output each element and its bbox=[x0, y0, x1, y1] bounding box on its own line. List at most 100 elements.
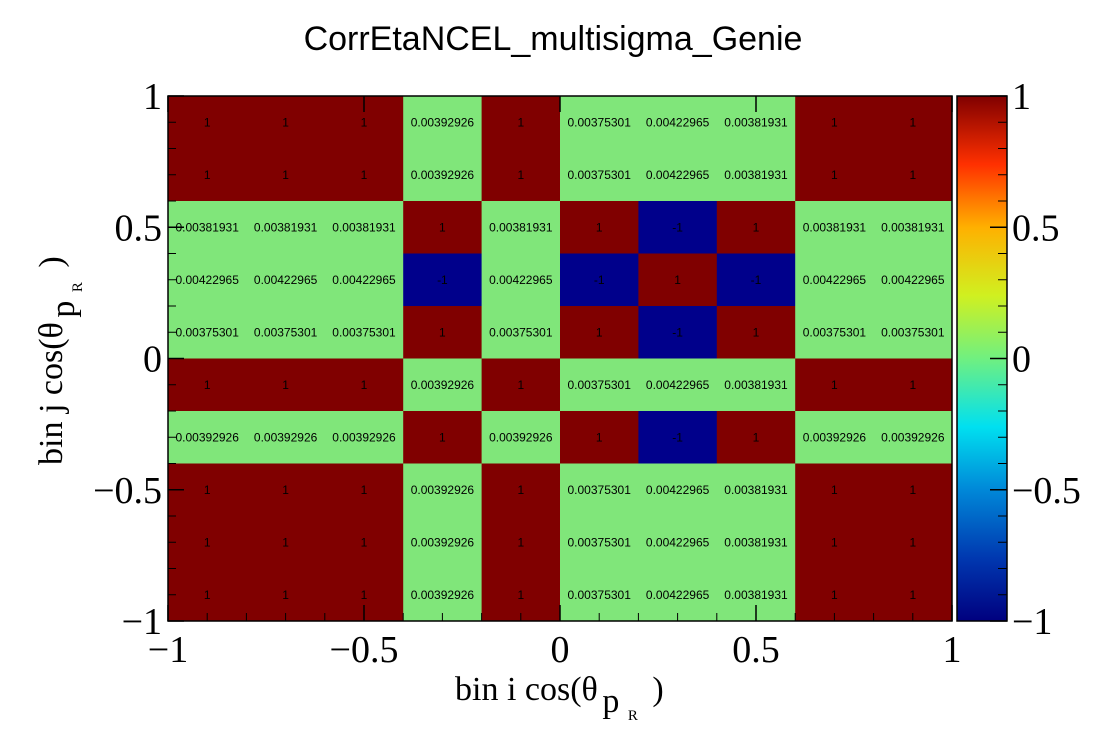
cell-value-label: 0.00375301 bbox=[175, 325, 239, 339]
heatmap-cell bbox=[324, 148, 404, 202]
cell-value-label: 0.00381931 bbox=[724, 588, 788, 602]
cell-value-label: 1 bbox=[204, 115, 211, 129]
cell-value-label: 1 bbox=[831, 115, 838, 129]
heatmap-cell bbox=[324, 201, 404, 254]
heatmap-cell bbox=[168, 253, 247, 307]
cell-value-label: 0.00375301 bbox=[489, 325, 553, 339]
cell-value-label: -1 bbox=[751, 273, 762, 287]
cell-value-label: 0.00381931 bbox=[724, 115, 788, 129]
z-tick-label: 1 bbox=[1012, 76, 1031, 118]
y-axis-label-subsubscript: R bbox=[70, 282, 86, 292]
heatmap-cell bbox=[246, 463, 326, 517]
heatmap-cell bbox=[795, 568, 875, 622]
heatmap-cell bbox=[403, 516, 483, 569]
heatmap-cell bbox=[873, 306, 953, 359]
cell-value-label: 0.00392926 bbox=[411, 483, 475, 497]
cell-value-label: 1 bbox=[282, 168, 289, 182]
cell-value-label: 0.00392926 bbox=[332, 430, 396, 444]
y-axis-ticks: −1 −0.5 0 0.5 1 bbox=[93, 76, 184, 643]
cell-value-label: -1 bbox=[437, 273, 448, 287]
y-tick-label: −0.5 bbox=[93, 470, 162, 512]
cell-value-label: 0.00375301 bbox=[567, 588, 631, 602]
x-tick-label: 0 bbox=[551, 629, 570, 671]
heatmap-cell bbox=[795, 463, 875, 517]
heatmap-cell bbox=[246, 148, 326, 202]
cell-value-label: 0.00381931 bbox=[803, 220, 867, 234]
heatmap-cell bbox=[560, 411, 639, 464]
x-axis-label-subscript: p bbox=[602, 683, 619, 720]
svg-text:bin i cos(θ p R: bin i cos(θ p R ) bbox=[455, 671, 664, 728]
cell-value-label: 0.00422965 bbox=[646, 588, 710, 602]
heatmap-cell bbox=[324, 253, 404, 307]
heatmap-cell bbox=[403, 358, 483, 412]
heatmap-cell bbox=[481, 253, 561, 307]
cell-value-label: 0.00392926 bbox=[411, 115, 475, 129]
x-tick-label: 1 bbox=[943, 629, 962, 671]
cell-value-label: 0.00375301 bbox=[567, 378, 631, 392]
cell-value-label: 1 bbox=[596, 325, 603, 339]
heatmap-cell bbox=[638, 148, 718, 202]
cell-value-label: 0.00381931 bbox=[724, 535, 788, 549]
cell-value-label: 1 bbox=[831, 588, 838, 602]
cell-value-label: 1 bbox=[517, 588, 524, 602]
cell-value-label: 0.00381931 bbox=[489, 220, 553, 234]
y-tick-label: 0.5 bbox=[115, 207, 163, 249]
chart-title: CorrEtaNCEL_multisigma_Genie bbox=[304, 20, 803, 58]
x-axis-label-subsubscript: R bbox=[628, 708, 638, 724]
heatmap-cell bbox=[481, 201, 561, 254]
cell-value-label: -1 bbox=[594, 273, 605, 287]
heatmap-cell bbox=[403, 253, 483, 307]
cell-value-label: 0.00422965 bbox=[175, 273, 239, 287]
cell-value-label: 0.00375301 bbox=[567, 483, 631, 497]
cell-value-label: 0.00392926 bbox=[411, 378, 475, 392]
heatmap-cell bbox=[716, 463, 796, 517]
cell-value-label: 1 bbox=[909, 115, 916, 129]
cell-value-label: 0.00375301 bbox=[567, 168, 631, 182]
heatmap-cell bbox=[481, 568, 561, 622]
heatmap-cell bbox=[795, 306, 875, 359]
heatmap-cell bbox=[481, 358, 561, 412]
x-axis-label: bin i cos(θ p R ) bbox=[455, 671, 664, 728]
heatmap-cell bbox=[168, 96, 247, 149]
x-tick-label: 0.5 bbox=[732, 629, 780, 671]
heatmap-cell bbox=[481, 411, 561, 464]
heatmap-cell bbox=[246, 253, 326, 307]
heatmap-cell bbox=[403, 568, 483, 622]
heatmap-cell bbox=[638, 253, 718, 307]
heatmap-cell bbox=[560, 568, 639, 622]
cell-value-label: 1 bbox=[282, 378, 289, 392]
heatmap-cell bbox=[168, 358, 247, 412]
cell-value-label: 1 bbox=[282, 588, 289, 602]
cell-value-label: 1 bbox=[361, 588, 368, 602]
heatmap-cell bbox=[246, 516, 326, 569]
cell-value-label: 0.00422965 bbox=[646, 115, 710, 129]
heatmap-cell bbox=[403, 96, 483, 149]
heatmap-cell bbox=[716, 148, 796, 202]
cell-value-label: 0.00381931 bbox=[175, 220, 239, 234]
cell-value-labels: 1 1 1 0.00392926 1 0.00375301 0.00422965 0.0038… bbox=[175, 115, 944, 602]
cell-value-label: 1 bbox=[909, 535, 916, 549]
heatmap-cell bbox=[795, 96, 875, 149]
y-tick-label: 0 bbox=[143, 339, 162, 381]
cell-value-label: 0.00375301 bbox=[567, 115, 631, 129]
z-tick-label: 0.5 bbox=[1012, 207, 1060, 249]
heatmap-cell bbox=[168, 516, 247, 569]
y-axis-label-close: ) bbox=[33, 256, 70, 267]
color-scale-ticks: −1 −0.5 0 0.5 1 bbox=[990, 76, 1081, 643]
cell-value-label: 1 bbox=[909, 588, 916, 602]
cell-value-label: 1 bbox=[282, 535, 289, 549]
heatmap-cell bbox=[246, 96, 326, 149]
x-tick-label: −1 bbox=[148, 629, 188, 671]
cell-value-label: 1 bbox=[282, 115, 289, 129]
heatmap-cell bbox=[716, 306, 796, 359]
cell-value-label: 1 bbox=[909, 168, 916, 182]
cell-value-label: 1 bbox=[439, 220, 446, 234]
heatmap-cell bbox=[638, 411, 718, 464]
heatmap-cell bbox=[560, 516, 639, 569]
heatmap-cell bbox=[560, 306, 639, 359]
heatmap-cell bbox=[560, 358, 639, 412]
cell-value-label: 1 bbox=[517, 378, 524, 392]
cell-value-label: 1 bbox=[204, 378, 211, 392]
heatmap-cell bbox=[873, 253, 953, 307]
cell-value-label: 0.00422965 bbox=[881, 273, 945, 287]
